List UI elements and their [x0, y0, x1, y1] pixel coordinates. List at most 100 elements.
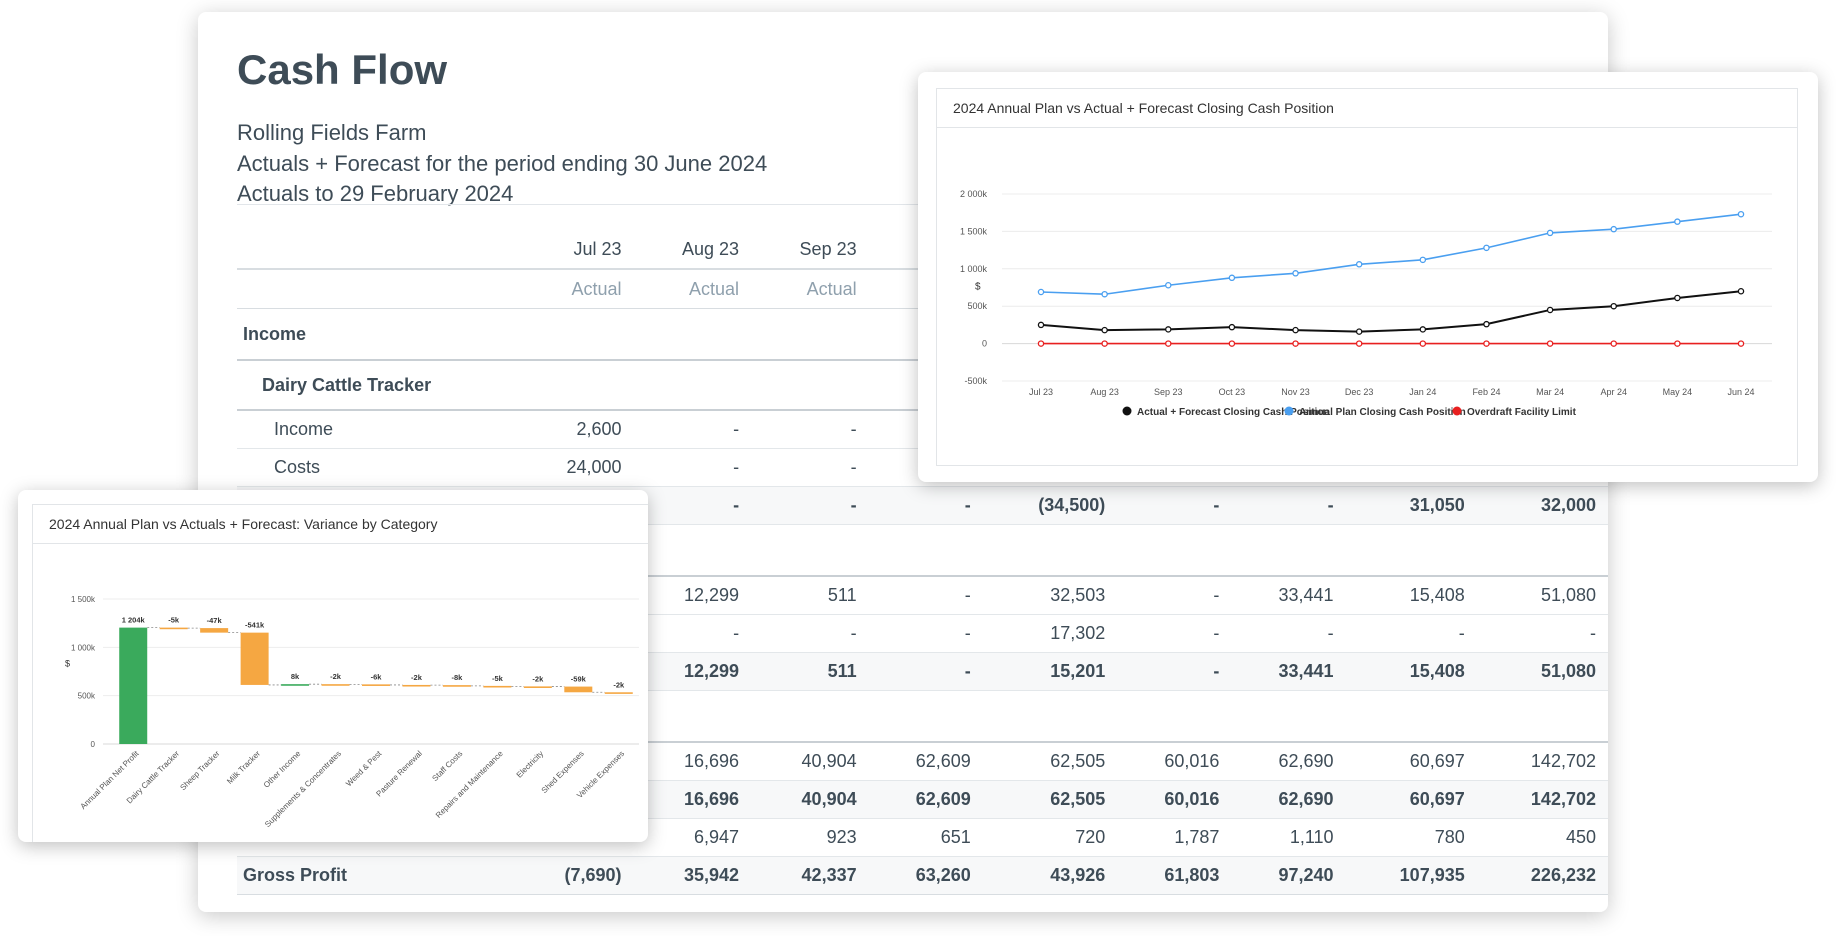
x-tick-label: Dec 23 [1345, 387, 1374, 397]
waterfall-bar [362, 684, 390, 686]
data-point [1355, 328, 1363, 335]
report-period: Actuals + Forecast for the period ending… [237, 151, 768, 176]
row-label: Gross Profit [237, 856, 516, 895]
waterfall-bar [523, 686, 552, 688]
table-cell: - [1231, 486, 1346, 525]
data-point [1228, 323, 1236, 331]
table-cell: 62,609 [868, 742, 983, 781]
waterfall-chart-card: 2024 Annual Plan vs Actuals + Forecast: … [18, 490, 648, 842]
y-tick-label: 0 [91, 740, 96, 749]
table-cell: - [751, 486, 869, 525]
table-cell: 97,240 [1231, 856, 1346, 895]
table-cell: 15,408 [1345, 652, 1477, 691]
x-tick-label: Jul 23 [1029, 387, 1053, 397]
y-tick-label: 1 500k [71, 595, 96, 604]
data-point [1355, 261, 1363, 268]
row-label: Income [237, 410, 516, 449]
table-cell: - [1117, 486, 1232, 525]
data-point [1610, 302, 1617, 310]
header-blank [237, 230, 516, 270]
data-point [1546, 229, 1554, 237]
table-cell: - [751, 448, 869, 487]
table-cell: 62,690 [1231, 742, 1346, 781]
data-point [1037, 340, 1045, 347]
table-cell: 2,600 [516, 410, 634, 449]
column-header: Sep 23 [751, 230, 869, 270]
x-tick-label: Staff Costs [430, 749, 464, 783]
data-label: -2k [411, 673, 423, 682]
waterfall-bar [200, 628, 229, 633]
data-point [1483, 320, 1490, 328]
table-cell: - [868, 486, 983, 525]
waterfall-chart-title: 2024 Annual Plan vs Actuals + Forecast: … [33, 505, 648, 544]
legend-label: Actual + Forecast Closing Cash Position [1137, 407, 1330, 418]
legend-marker [1284, 406, 1294, 416]
table-cell: 61,803 [1117, 856, 1232, 895]
waterfall-bar [564, 686, 593, 693]
table-cell: - [633, 614, 752, 653]
table-cell: - [1231, 614, 1346, 653]
data-label: -47k [207, 616, 223, 625]
table-cell: 12,299 [633, 652, 752, 691]
x-tick-label: Other Income [262, 749, 303, 790]
table-cell: - [751, 410, 869, 449]
table-cell: - [751, 614, 869, 653]
table-cell: 42,337 [751, 856, 869, 895]
x-tick-label: May 24 [1663, 387, 1693, 397]
x-tick-label: Nov 23 [1281, 387, 1310, 397]
table-cell: - [868, 576, 983, 615]
table-cell: - [1476, 614, 1608, 653]
table-cell [868, 524, 983, 577]
data-point [1546, 340, 1554, 347]
data-point [1037, 321, 1045, 329]
table-row: Gross Profit (7,690) 35,942 42,337 63,260 43,… [237, 856, 1608, 895]
table-cell: - [1117, 576, 1232, 615]
data-point [1101, 290, 1108, 298]
legend-label: Annual Plan Closing Cash Position [1299, 407, 1466, 418]
column-header: Aug 23 [633, 230, 752, 270]
table-cell: - [633, 410, 752, 449]
data-point [1419, 340, 1427, 347]
table-cell [751, 690, 869, 743]
data-label: 8k [291, 672, 300, 681]
data-point [1292, 326, 1299, 334]
waterfall-bar [240, 632, 269, 685]
x-tick-label: Shed Expenses [540, 749, 586, 795]
table-cell: - [868, 652, 983, 691]
table-cell: 450 [1476, 818, 1608, 857]
x-tick-label: Sheep Tracker [178, 749, 221, 792]
column-type: Actual [633, 269, 752, 309]
series-line [1040, 213, 1742, 296]
data-point [1292, 340, 1299, 347]
table-cell: 142,702 [1476, 742, 1608, 781]
table-cell: 12,299 [633, 576, 752, 615]
table-cell: 107,935 [1345, 856, 1477, 895]
table-cell [1231, 524, 1346, 577]
table-cell: 142,702 [1476, 780, 1608, 819]
table-cell: 32,503 [982, 576, 1118, 615]
series-line [1040, 290, 1742, 333]
y-tick-label: 2 000k [960, 189, 988, 199]
table-cell: 16,696 [633, 780, 752, 819]
table-cell: 62,690 [1231, 780, 1346, 819]
table-cell [1476, 524, 1608, 577]
table-cell: 15,201 [982, 652, 1118, 691]
table-cell: 651 [868, 818, 983, 857]
table-cell: 6,947 [633, 818, 752, 857]
data-point [1674, 340, 1681, 347]
table-cell: 62,505 [982, 780, 1118, 819]
line-chart-card: 2024 Annual Plan vs Actual + Forecast Cl… [918, 72, 1818, 482]
table-cell: 51,080 [1476, 576, 1608, 615]
table-cell: 15,408 [1345, 576, 1477, 615]
table-cell [1117, 690, 1232, 743]
table-cell [751, 524, 869, 577]
column-type: Actual [751, 269, 869, 309]
waterfall-bar [321, 684, 350, 686]
table-cell: - [1117, 652, 1232, 691]
table-cell: 31,050 [1345, 486, 1477, 525]
table-cell: 62,505 [982, 742, 1118, 781]
waterfall-bar [159, 627, 188, 630]
table-cell: 60,697 [1345, 742, 1477, 781]
table-cell: 60,697 [1345, 780, 1477, 819]
